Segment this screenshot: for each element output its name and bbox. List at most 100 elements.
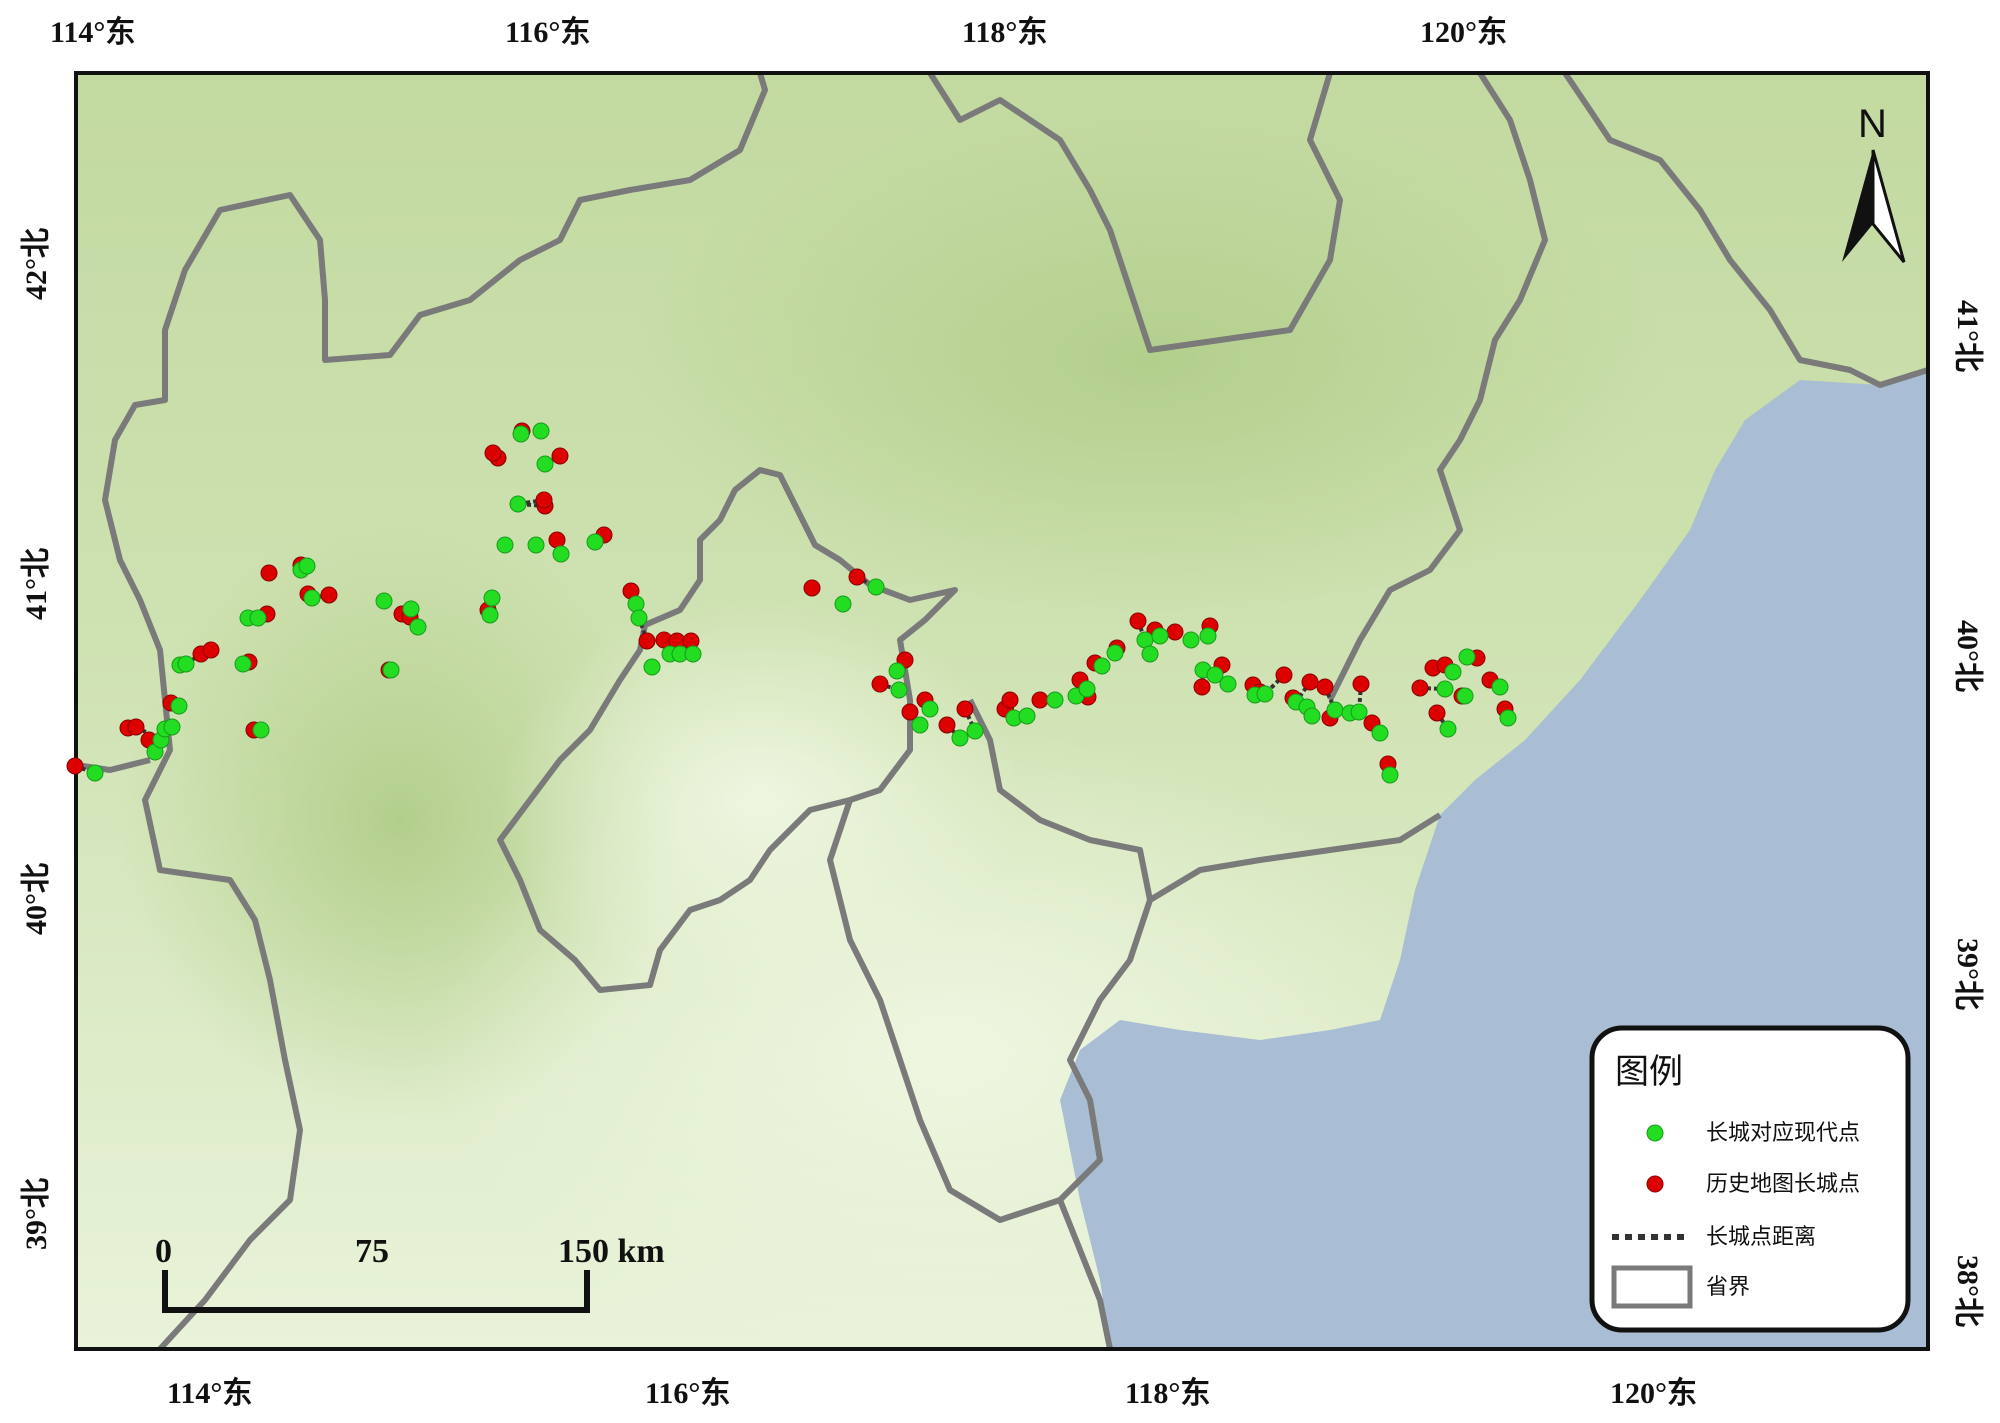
historic-wall-point [1001, 691, 1019, 709]
modern-wall-point [252, 721, 270, 739]
modern-wall-point [496, 536, 514, 554]
historic-wall-point [551, 447, 569, 465]
modern-wall-point [921, 700, 939, 718]
modern-wall-point [1046, 691, 1064, 709]
historic-wall-point [1129, 612, 1147, 630]
right-tick-label: 41°北 [1951, 300, 1984, 372]
legend-rectangle-icon [1611, 1265, 1693, 1309]
historic-wall-point [260, 564, 278, 582]
bottom-tick-label: 118°东 [1125, 1376, 1210, 1410]
modern-wall-point [536, 455, 554, 473]
left-tick-label: 40°北 [20, 863, 53, 935]
legend-item-label: 长城点距离 [1706, 1225, 1816, 1250]
modern-wall-point [1499, 709, 1517, 727]
modern-wall-point [643, 658, 661, 676]
bottom-tick-label: 116°东 [645, 1376, 730, 1410]
historic-wall-point [1166, 623, 1184, 641]
bottom-tick-label: 114°东 [167, 1376, 252, 1410]
modern-wall-point [234, 655, 252, 673]
modern-wall-point [552, 545, 570, 563]
top-tick-label: 120°东 [1420, 15, 1507, 49]
legend-green-dot-icon [1646, 1124, 1664, 1142]
right-tick-label: 40°北 [1951, 620, 1984, 692]
historic-wall-point [1031, 691, 1049, 709]
modern-wall-point [1256, 685, 1274, 703]
historic-wall-point [202, 641, 220, 659]
right-tick-label: 38°北 [1951, 1255, 1984, 1327]
historic-wall-point [848, 568, 866, 586]
historic-wall-point [1428, 704, 1446, 722]
modern-wall-point [586, 533, 604, 551]
modern-wall-point [1439, 720, 1457, 738]
modern-wall-point [512, 425, 530, 443]
left-coordinate-labels: 42°北 41°北 40°北 39°北 [20, 228, 53, 1250]
bottom-tick-label: 120°东 [1610, 1376, 1697, 1410]
modern-wall-point [86, 764, 104, 782]
historic-wall-point [1352, 675, 1370, 693]
scale-bar-line [162, 1270, 590, 1313]
legend-title: 图例 [1615, 1052, 1683, 1092]
historic-wall-point [803, 579, 821, 597]
historic-wall-point [901, 703, 919, 721]
right-tick-label: 39°北 [1951, 938, 1984, 1010]
modern-wall-point [509, 495, 527, 513]
legend-red-dot-icon [1646, 1175, 1664, 1193]
historic-wall-point [1193, 678, 1211, 696]
historic-wall-point [320, 586, 338, 604]
modern-wall-point [1303, 707, 1321, 725]
top-coordinate-labels: 114°东 116°东 118°东 120°东 [50, 15, 1507, 49]
modern-wall-point [375, 592, 393, 610]
modern-wall-point [1436, 680, 1454, 698]
top-tick-label: 118°东 [962, 15, 1047, 49]
modern-wall-point [382, 661, 400, 679]
legend-box [1589, 1025, 1911, 1333]
modern-wall-point [966, 722, 984, 740]
top-tick-label: 116°东 [505, 15, 590, 49]
modern-wall-point [1456, 687, 1474, 705]
modern-wall-point [1151, 627, 1169, 645]
modern-wall-point [890, 681, 908, 699]
modern-wall-point [834, 595, 852, 613]
modern-wall-point [911, 716, 929, 734]
modern-wall-point [867, 578, 885, 596]
modern-wall-point [303, 589, 321, 607]
scale-bar: 0 75 150 km [155, 1233, 665, 1313]
modern-wall-point [1350, 703, 1368, 721]
modern-wall-point [627, 595, 645, 613]
plain-area [500, 600, 1020, 1000]
historic-wall-point [938, 716, 956, 734]
left-tick-label: 42°北 [20, 228, 53, 300]
historic-wall-point [484, 444, 502, 462]
bottom-coordinate-labels: 114°东 116°东 118°东 120°东 [167, 1376, 1697, 1410]
historic-wall-point [638, 632, 656, 650]
historic-wall-point [1316, 678, 1334, 696]
historic-wall-point [548, 531, 566, 549]
historic-wall-point [871, 675, 889, 693]
north-label: N [1858, 102, 1887, 146]
modern-wall-point [1199, 627, 1217, 645]
modern-wall-point [170, 697, 188, 715]
modern-wall-point [409, 618, 427, 636]
scale-label-75: 75 [355, 1233, 389, 1270]
modern-wall-point [1371, 724, 1389, 742]
scale-label-150: 150 km [558, 1233, 665, 1270]
modern-wall-point [527, 536, 545, 554]
legend-item-label: 历史地图长城点 [1706, 1172, 1860, 1197]
modern-wall-point [1182, 631, 1200, 649]
north-arrow-icon [1871, 149, 1906, 263]
top-tick-label: 114°东 [50, 15, 135, 49]
modern-wall-point [1018, 707, 1036, 725]
modern-wall-point [298, 557, 316, 575]
left-tick-label: 39°北 [20, 1178, 53, 1250]
modern-wall-point [402, 600, 420, 618]
modern-wall-point [249, 609, 267, 627]
modern-wall-point [177, 655, 195, 673]
historic-wall-point [956, 700, 974, 718]
mountain-shade [630, 100, 1670, 620]
modern-wall-point [1206, 666, 1224, 684]
modern-wall-point [1141, 645, 1159, 663]
historic-wall-point [1301, 673, 1319, 691]
north-arrow-icon [1842, 150, 1873, 262]
historic-wall-point [535, 491, 553, 509]
modern-wall-point [1106, 644, 1124, 662]
